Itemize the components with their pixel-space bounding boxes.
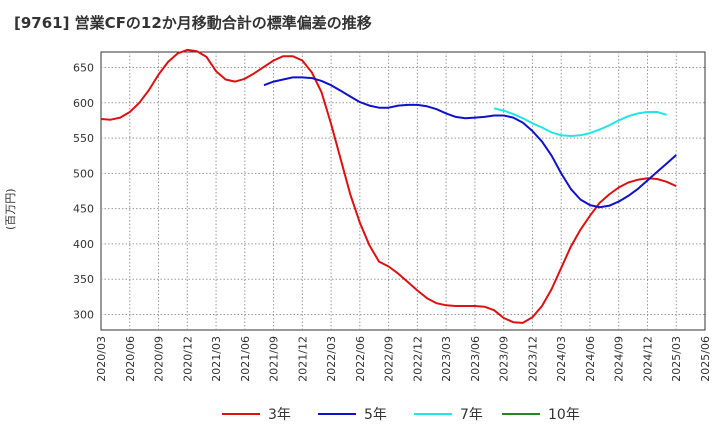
x-tick-label: 2023/06 bbox=[469, 336, 482, 382]
legend-label-7y: 7年 bbox=[460, 407, 483, 423]
y-tick-label: 300 bbox=[73, 308, 94, 321]
series-line-2 bbox=[493, 107, 667, 137]
series-lines bbox=[100, 48, 677, 324]
x-tick-label: 2023/09 bbox=[498, 336, 511, 382]
x-tick-label: 2020/03 bbox=[95, 336, 108, 382]
x-tick-label: 2020/09 bbox=[153, 336, 166, 382]
legend-label-10y: 10年 bbox=[548, 407, 580, 423]
legend-swatch-7y bbox=[414, 413, 452, 415]
legend-item-3y[interactable]: 3年 bbox=[222, 404, 291, 424]
x-gridlines bbox=[129, 52, 677, 330]
legend-item-5y[interactable]: 5年 bbox=[318, 404, 387, 424]
legend-swatch-5y bbox=[318, 413, 356, 415]
legend-swatch-10y bbox=[502, 413, 540, 415]
x-tick-labels: 2020/03 2020/06 2020/09 2020/12 2021/03 2021/… bbox=[95, 336, 712, 382]
legend-label-5y: 5年 bbox=[364, 407, 387, 423]
x-tick-label: 2020/06 bbox=[124, 336, 137, 382]
x-tick-label: 2024/03 bbox=[555, 336, 568, 382]
series-line-1 bbox=[263, 76, 677, 209]
x-tick-label: 2025/06 bbox=[699, 336, 712, 382]
x-tick-label: 2025/03 bbox=[670, 336, 683, 382]
y-tick-label: 350 bbox=[73, 273, 94, 286]
y-tick-label: 650 bbox=[73, 62, 94, 75]
legend: 3年 5年 7年 10年 bbox=[0, 404, 720, 424]
y-tick-label: 450 bbox=[73, 203, 94, 216]
chart-title: [9761] 営業CFの12か月移動合計の標準偏差の推移 bbox=[14, 14, 372, 32]
x-tick-label: 2022/06 bbox=[354, 336, 367, 382]
x-tick-label: 2021/12 bbox=[296, 336, 309, 382]
y-tick-label: 400 bbox=[73, 238, 94, 251]
x-tick-label: 2021/09 bbox=[268, 336, 281, 382]
x-tick-label: 2022/03 bbox=[325, 336, 338, 382]
legend-item-7y[interactable]: 7年 bbox=[414, 404, 483, 424]
x-tick-label: 2022/12 bbox=[411, 336, 424, 382]
series-line-0 bbox=[100, 48, 677, 324]
x-tick-label: 2021/06 bbox=[239, 336, 252, 382]
x-tick-label: 2023/03 bbox=[440, 336, 453, 382]
y-tick-labels: 300 350 400 450 500 550 600 650 bbox=[73, 62, 94, 322]
plot-area bbox=[100, 51, 706, 331]
x-tick-label: 2020/12 bbox=[181, 336, 194, 382]
y-gridlines bbox=[101, 67, 705, 315]
x-tick-label: 2022/09 bbox=[383, 336, 396, 382]
y-tick-label: 500 bbox=[73, 167, 94, 180]
y-tick-label: 550 bbox=[73, 132, 94, 145]
x-tick-label: 2024/12 bbox=[641, 336, 654, 382]
legend-label-3y: 3年 bbox=[268, 407, 291, 423]
x-tick-label: 2023/12 bbox=[526, 336, 539, 382]
x-tick-label: 2024/06 bbox=[584, 336, 597, 382]
x-tick-label: 2024/09 bbox=[613, 336, 626, 382]
legend-swatch-3y bbox=[222, 413, 260, 415]
y-tick-label: 600 bbox=[73, 97, 94, 110]
legend-item-10y[interactable]: 10年 bbox=[502, 404, 580, 424]
x-tick-label: 2021/03 bbox=[210, 336, 223, 382]
